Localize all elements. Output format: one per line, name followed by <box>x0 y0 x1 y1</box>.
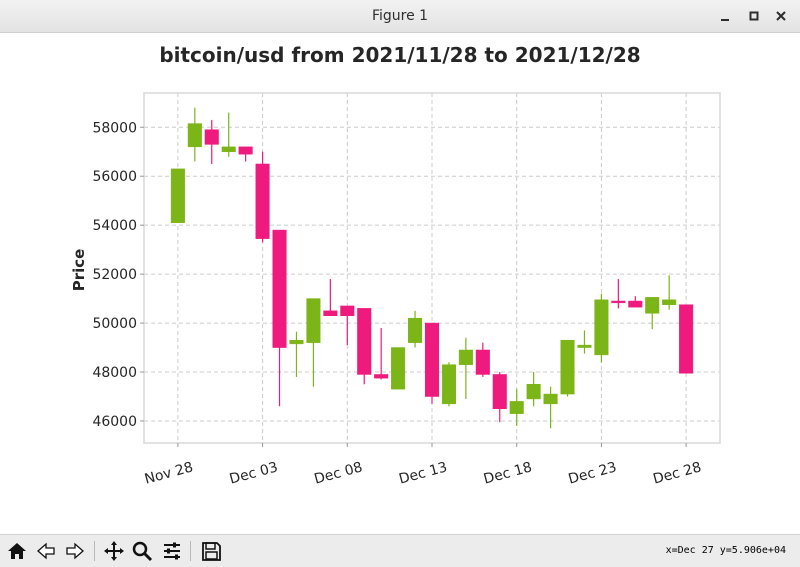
y-axis-label: Price <box>70 249 88 292</box>
save-icon[interactable] <box>199 539 223 563</box>
y-tick-label: 50000 <box>92 316 137 332</box>
candle-body-down <box>272 229 287 348</box>
x-tick-label: Dec 28 <box>651 459 703 487</box>
candle-body-up <box>441 364 456 405</box>
y-axis: 46000 48000 50000 52000 54000 56000 58000 <box>92 120 144 430</box>
y-tick-label: 46000 <box>92 414 137 430</box>
candle-body-up <box>170 168 185 223</box>
candle-body-down <box>424 322 440 397</box>
minimize-icon[interactable] <box>715 6 735 26</box>
candle-body-up <box>289 339 304 345</box>
x-tick-label: Dec 23 <box>567 459 619 487</box>
y-tick-label: 58000 <box>92 120 137 136</box>
y-tick-label: 48000 <box>92 365 137 381</box>
candle-body-up <box>645 297 660 314</box>
forward-arrow-icon[interactable] <box>63 539 87 563</box>
navigation-toolbar: x=Dec 27 y=5.906e+04 <box>0 534 800 567</box>
x-tick-label: Dec 18 <box>482 459 534 487</box>
x-tick-label: Dec 13 <box>397 459 449 487</box>
zoom-icon[interactable] <box>130 539 154 563</box>
candle-body-up <box>408 317 423 343</box>
y-tick-label: 54000 <box>92 218 137 234</box>
candle-body-down <box>374 374 389 379</box>
window-title: Figure 1 <box>371 8 429 24</box>
candle-body-up <box>509 401 524 414</box>
candle-body-down <box>204 129 219 145</box>
candle-body-up <box>577 344 592 348</box>
home-icon[interactable] <box>5 539 29 563</box>
candle-body-up <box>543 393 558 405</box>
maximize-icon[interactable] <box>744 6 764 26</box>
candle-body-down <box>475 349 490 375</box>
toolbar-separator <box>190 541 191 561</box>
back-arrow-icon[interactable] <box>34 539 58 563</box>
candle-body-up <box>187 123 202 148</box>
candle-body-up <box>391 347 406 390</box>
close-icon[interactable] <box>771 6 791 26</box>
candle-body-down <box>357 308 372 375</box>
x-tick-label: Dec 08 <box>313 459 365 487</box>
candle-body-up <box>221 146 236 152</box>
move-icon[interactable] <box>102 539 126 563</box>
x-tick-label: Nov 28 <box>143 459 195 487</box>
candle-body-down <box>492 374 507 409</box>
candle-body-up <box>306 298 321 343</box>
window-titlebar: Figure 1 <box>0 0 800 33</box>
figure-canvas[interactable]: bitcoin/usd from 2021/11/28 to 2021/12/2… <box>0 33 800 533</box>
candle-body-up <box>526 384 541 400</box>
cursor-coordinates: x=Dec 27 y=5.906e+04 <box>665 545 786 556</box>
candle-body-down <box>323 310 338 316</box>
chart-title: bitcoin/usd from 2021/11/28 to 2021/12/2… <box>159 43 640 67</box>
grid <box>144 93 720 443</box>
candle-body-up <box>458 349 473 365</box>
candle-body-down <box>255 163 270 239</box>
y-tick-label: 52000 <box>92 267 137 283</box>
sliders-icon[interactable] <box>160 539 184 563</box>
x-axis: Nov 28 Dec 03 Dec 08 Dec 13 Dec 18 Dec 23 Dec … <box>143 443 703 488</box>
candle-body-down <box>340 305 355 316</box>
y-tick-label: 56000 <box>92 169 137 185</box>
candle-body-up <box>662 299 677 305</box>
x-tick-label: Dec 03 <box>228 459 280 487</box>
candles <box>170 107 694 429</box>
candle-body-down <box>238 146 253 155</box>
candle-body-down <box>679 304 694 374</box>
candle-body-up <box>560 339 575 395</box>
toolbar-separator <box>94 541 95 561</box>
candle-body-down <box>628 300 643 308</box>
candle-body-up <box>594 299 609 356</box>
candle-body-down <box>611 300 626 304</box>
